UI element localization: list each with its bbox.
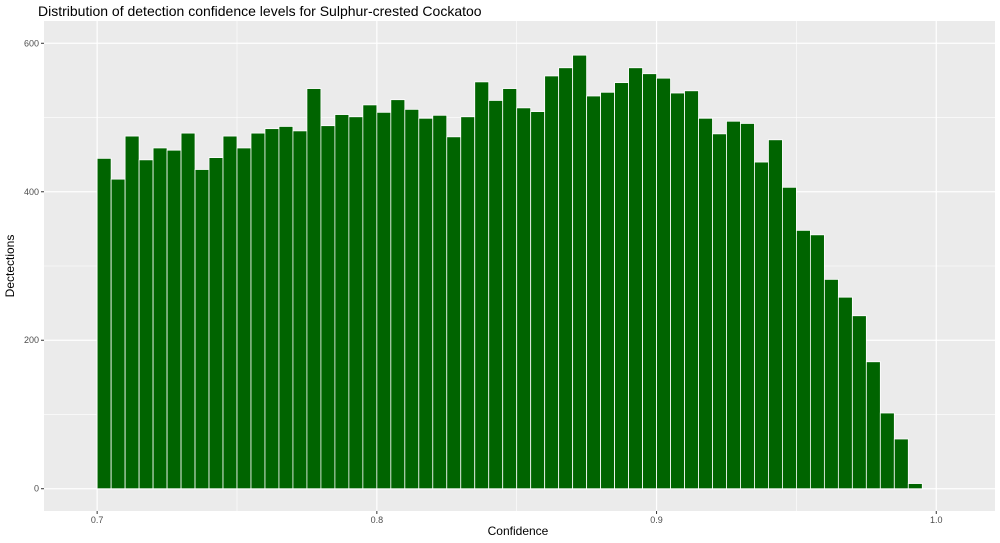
histogram-bar <box>642 73 657 490</box>
histogram-bar <box>754 161 769 490</box>
y-tick-label: 0 <box>34 484 39 494</box>
histogram-bar <box>712 133 727 490</box>
histogram-bar <box>110 178 126 490</box>
histogram-bar <box>893 438 909 490</box>
histogram-bar <box>432 114 448 490</box>
x-tick-label: 0.7 <box>91 515 104 525</box>
histogram-bar <box>348 116 364 490</box>
chart-title: Distribution of detection confidence lev… <box>38 3 482 19</box>
histogram-bar <box>796 229 811 490</box>
histogram-bar <box>362 104 378 490</box>
y-tick-label: 400 <box>24 187 39 197</box>
histogram-bar <box>138 159 154 490</box>
histogram-bar <box>809 234 825 490</box>
histogram-bar <box>698 117 713 490</box>
axis-ticks <box>41 42 937 514</box>
histogram-bar <box>474 81 490 490</box>
histogram-bar <box>670 92 685 490</box>
histogram-bar <box>907 483 923 490</box>
histogram-bar <box>222 135 238 490</box>
histogram-bar <box>628 67 643 490</box>
histogram-bar <box>782 186 797 490</box>
bars <box>96 54 923 490</box>
histogram-bar <box>404 108 420 490</box>
histogram-bar <box>446 136 462 490</box>
y-axis-label: Dectections <box>3 235 17 298</box>
histogram-bar <box>96 157 112 490</box>
histogram-bar <box>823 278 839 490</box>
histogram-bar <box>600 91 615 490</box>
histogram-bar <box>572 54 588 490</box>
histogram-bar <box>544 75 560 490</box>
histogram-bar <box>418 117 434 490</box>
histogram-bar <box>488 100 504 490</box>
y-tick-label: 600 <box>24 38 39 48</box>
x-tick-label: 0.9 <box>650 515 663 525</box>
histogram-bar <box>502 88 518 490</box>
histogram-bar <box>208 157 224 490</box>
histogram-bar <box>124 135 140 490</box>
histogram-bar <box>306 88 322 490</box>
x-axis-label: Confidence <box>488 524 549 538</box>
histogram-bar <box>278 126 294 490</box>
histogram-bar <box>865 361 881 490</box>
histogram-bar <box>180 132 196 490</box>
histogram-bar <box>264 128 280 490</box>
histogram-bar <box>726 120 741 490</box>
histogram-bar <box>879 412 895 490</box>
histogram-bar <box>740 123 755 490</box>
histogram-bar <box>334 114 350 490</box>
histogram-bar <box>376 111 392 490</box>
histogram-bar <box>851 315 867 490</box>
histogram-bar <box>390 99 406 490</box>
histogram-bar <box>530 111 546 490</box>
histogram-bar <box>250 132 266 490</box>
x-tick-label: 1.0 <box>930 515 943 525</box>
histogram-bar <box>194 169 210 490</box>
histogram-bar <box>656 77 671 490</box>
histogram-bar <box>586 95 602 490</box>
histogram-bar <box>166 149 182 490</box>
histogram-bar <box>236 147 252 490</box>
histogram-bar <box>320 125 336 490</box>
histogram-bar <box>460 116 476 490</box>
histogram-bar <box>516 107 532 490</box>
axis-tick-labels: 0.7 0.8 0.9 1.0 0 200 400 600 <box>24 38 943 525</box>
histogram-bar <box>837 296 853 490</box>
histogram-bar <box>152 147 168 490</box>
histogram-bar <box>558 67 574 490</box>
histogram-bar <box>614 82 629 490</box>
histogram-bar <box>684 90 699 490</box>
x-tick-label: 0.8 <box>371 515 384 525</box>
y-tick-label: 200 <box>24 335 39 345</box>
histogram-bar <box>292 130 308 490</box>
histogram-bar <box>768 139 783 490</box>
